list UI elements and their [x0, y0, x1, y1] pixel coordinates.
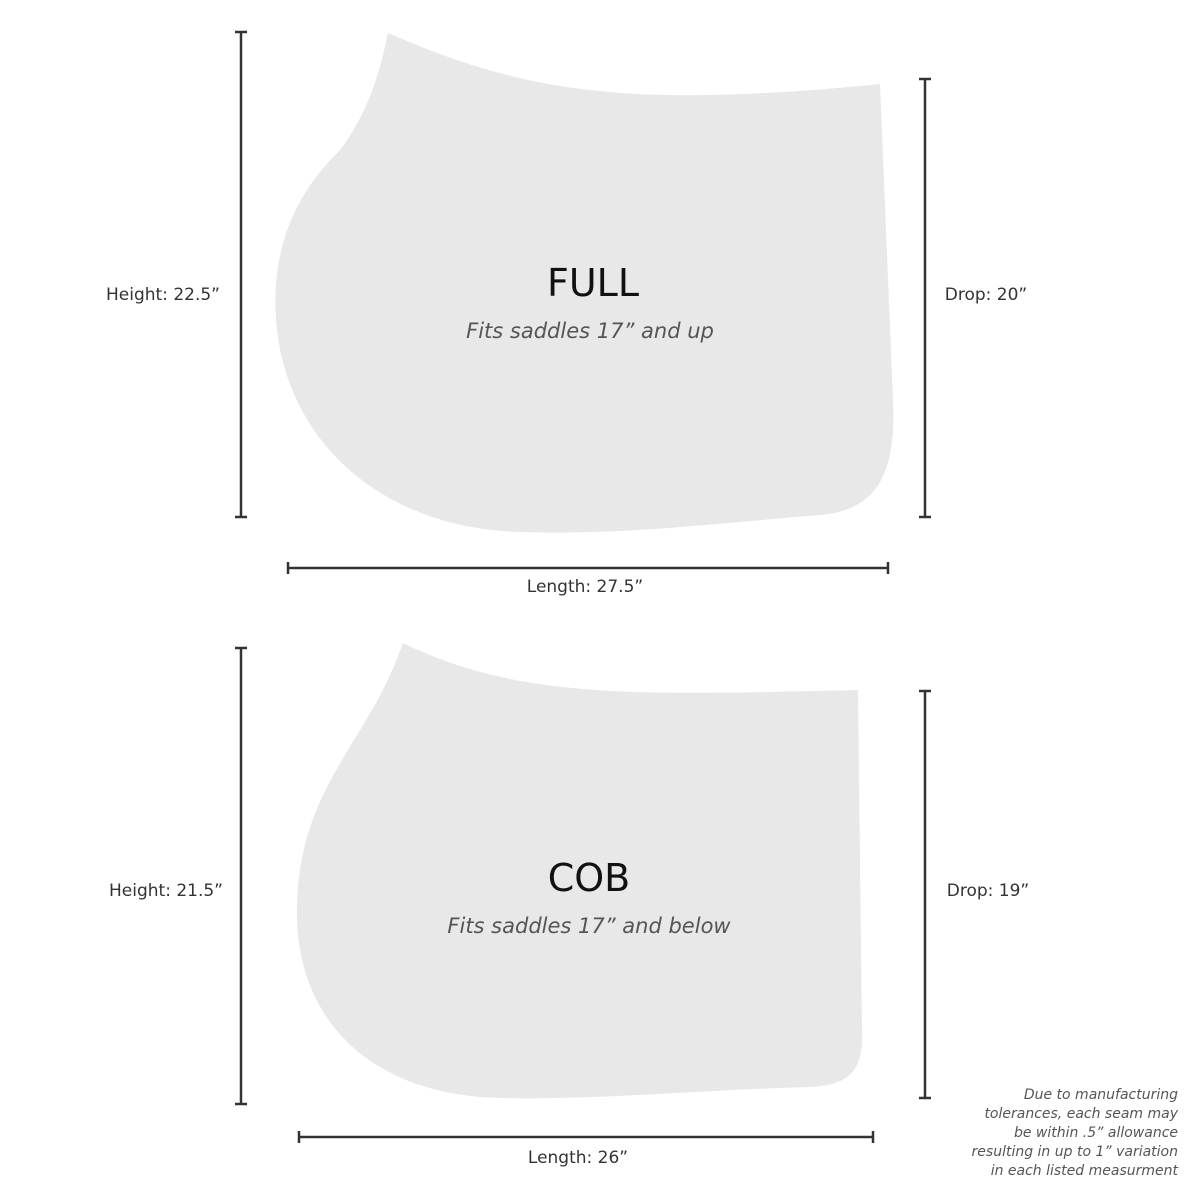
- note-line: in each listed measurment: [990, 1163, 1178, 1179]
- cob-drop-label: Drop: 19”: [946, 881, 1030, 901]
- note-line: be within .5” allowance: [1013, 1125, 1178, 1141]
- full-height-dimension-line: [235, 30, 247, 519]
- cob-height-label: Height: 21.5”: [109, 881, 223, 901]
- note-line: Due to manufacturing: [1023, 1087, 1178, 1103]
- cob-length-dimension-line: [297, 1131, 875, 1143]
- full-subtitle: Fits saddles 17” and up: [466, 319, 714, 343]
- full-drop-label: Drop: 20”: [944, 285, 1028, 305]
- note-line: tolerances, each seam may: [984, 1106, 1178, 1122]
- note-line: resulting in up to 1” variation: [971, 1144, 1178, 1160]
- cob-drop-dimension-line: [919, 689, 931, 1100]
- cob-height-dimension-line: [235, 646, 247, 1106]
- cob-length-label: Length: 26”: [527, 1148, 629, 1168]
- cob-pad-shape: [296, 643, 863, 1099]
- full-height-label: Height: 22.5”: [106, 285, 220, 305]
- full-drop-dimension-line: [919, 77, 931, 519]
- tolerance-note: Due to manufacturing tolerances, each se…: [948, 1086, 1178, 1181]
- full-length-label: Length: 27.5”: [526, 577, 644, 597]
- full-pad-shape: [275, 33, 894, 533]
- full-title: FULL: [546, 261, 640, 305]
- cob-title: COB: [547, 856, 631, 900]
- full-length-dimension-line: [286, 562, 890, 574]
- cob-subtitle: Fits saddles 17” and below: [447, 914, 731, 938]
